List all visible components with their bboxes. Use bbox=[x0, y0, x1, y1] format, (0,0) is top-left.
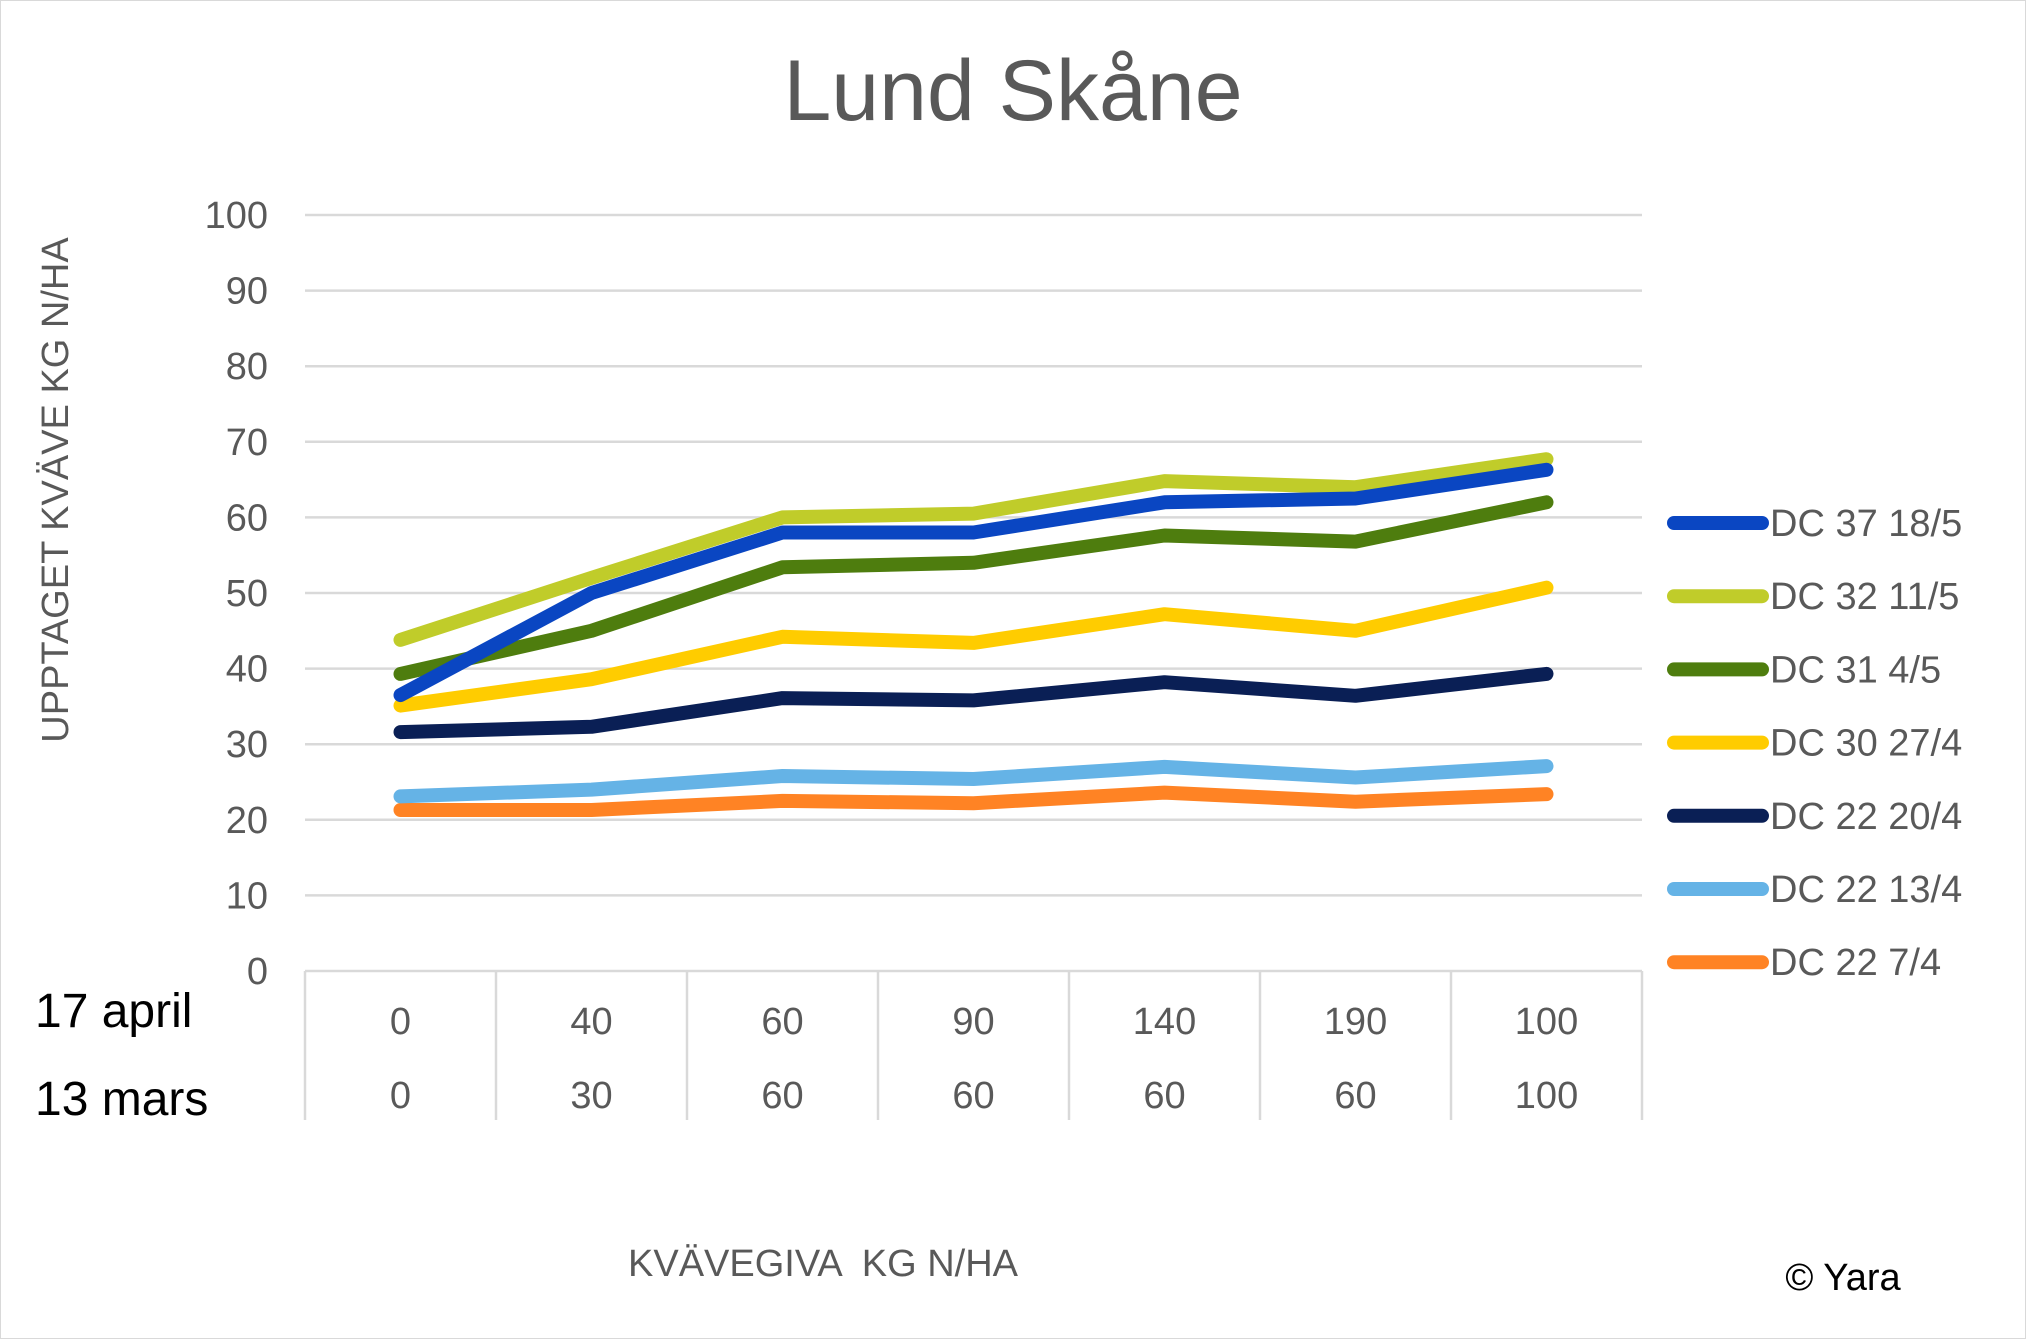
category-row-label: 13 mars bbox=[35, 1073, 208, 1126]
x-tick-label: 140 bbox=[1133, 1001, 1196, 1043]
series-line bbox=[393, 759, 1554, 804]
legend-label: DC 22 7/4 bbox=[1770, 942, 1941, 984]
series-line bbox=[393, 580, 1554, 713]
series-line bbox=[393, 495, 1554, 681]
y-tick-label: 0 bbox=[247, 951, 268, 993]
legend: DC 37 18/5 DC 32 11/5 DC 31 4/5 DC 30 27/4 D… bbox=[1667, 503, 1962, 984]
gridlines bbox=[305, 213, 1642, 973]
legend-label: DC 37 18/5 bbox=[1770, 503, 1962, 545]
copyright-text: © Yara bbox=[1785, 1257, 1901, 1299]
y-axis-label: UPPTAGET KVÄVE KG N/HA bbox=[35, 237, 77, 743]
y-tick-label: 70 bbox=[226, 422, 268, 464]
y-axis-ticks: 0 10 20 30 40 50 60 70 80 90 100 bbox=[205, 195, 268, 993]
x-tick-label: 40 bbox=[570, 1001, 612, 1043]
y-tick-label: 80 bbox=[226, 346, 268, 388]
x-tick-label: 30 bbox=[570, 1075, 612, 1117]
chart-title: Lund Skåne bbox=[783, 43, 1242, 139]
y-tick-label: 60 bbox=[226, 497, 268, 539]
series-line bbox=[393, 452, 1554, 647]
x-tick-label: 100 bbox=[1515, 1001, 1578, 1043]
x-tick-label: 90 bbox=[952, 1001, 994, 1043]
x-tick-label: 60 bbox=[952, 1075, 994, 1117]
x-tick-label: 60 bbox=[761, 1001, 803, 1043]
y-tick-label: 10 bbox=[226, 875, 268, 917]
category-table: 17 april 0 40 60 90 140 190 100 13 mars 0 30 60 60 60… bbox=[35, 971, 1644, 1126]
legend-label: DC 22 13/4 bbox=[1770, 869, 1962, 911]
y-tick-label: 40 bbox=[226, 649, 268, 691]
legend-label: DC 22 20/4 bbox=[1770, 796, 1962, 838]
x-tick-label: 0 bbox=[390, 1075, 411, 1117]
legend-label: DC 32 11/5 bbox=[1770, 576, 1959, 618]
legend-label: DC 31 4/5 bbox=[1770, 649, 1941, 691]
x-tick-label: 60 bbox=[1334, 1075, 1376, 1117]
y-tick-label: 50 bbox=[226, 573, 268, 615]
x-tick-label: 60 bbox=[761, 1075, 803, 1117]
series-line bbox=[393, 462, 1554, 703]
legend-label: DC 30 27/4 bbox=[1770, 723, 1962, 765]
x-axis-label: KVÄVEGIVA KG N/HA bbox=[628, 1243, 1019, 1285]
y-tick-label: 100 bbox=[205, 195, 268, 237]
y-tick-label: 20 bbox=[226, 800, 268, 842]
x-tick-label: 0 bbox=[390, 1001, 411, 1043]
series-line bbox=[393, 666, 1554, 740]
x-tick-label: 190 bbox=[1324, 1001, 1387, 1043]
series-lines bbox=[393, 452, 1554, 817]
x-tick-label: 100 bbox=[1515, 1075, 1578, 1117]
y-tick-label: 90 bbox=[226, 271, 268, 313]
x-tick-label: 60 bbox=[1143, 1075, 1185, 1117]
series-line bbox=[393, 785, 1554, 817]
y-tick-label: 30 bbox=[226, 724, 268, 766]
category-row-label: 17 april bbox=[35, 985, 192, 1038]
